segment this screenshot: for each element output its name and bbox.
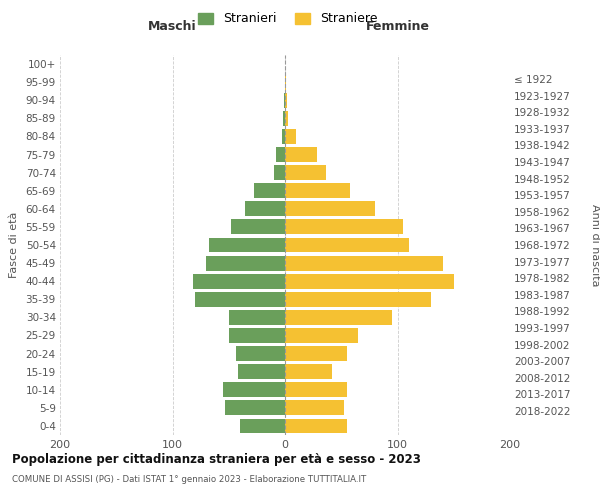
Bar [231, 220, 285, 234]
Bar [285, 382, 347, 397]
Bar [226, 400, 285, 415]
Bar [245, 202, 285, 216]
Bar [274, 165, 285, 180]
Y-axis label: Fasce di età: Fasce di età [8, 212, 19, 278]
Bar [285, 202, 375, 216]
Bar [193, 274, 285, 288]
Bar [285, 111, 289, 126]
Bar [209, 238, 285, 252]
Bar [285, 129, 296, 144]
Bar [254, 184, 285, 198]
Bar [285, 74, 286, 90]
Legend: Stranieri, Straniere: Stranieri, Straniere [194, 8, 382, 29]
Bar [285, 165, 325, 180]
Bar [285, 184, 350, 198]
Bar [285, 418, 347, 434]
Text: Popolazione per cittadinanza straniera per età e sesso - 2023: Popolazione per cittadinanza straniera p… [12, 452, 421, 466]
Bar [285, 328, 358, 343]
Bar [285, 238, 409, 252]
Bar [206, 256, 285, 270]
Bar [195, 292, 285, 306]
Y-axis label: Anni di nascita: Anni di nascita [590, 204, 600, 286]
Bar [240, 418, 285, 434]
Bar [281, 129, 285, 144]
Bar [285, 274, 454, 288]
Bar [238, 364, 285, 379]
Text: COMUNE DI ASSISI (PG) - Dati ISTAT 1° gennaio 2023 - Elaborazione TUTTITALIA.IT: COMUNE DI ASSISI (PG) - Dati ISTAT 1° ge… [12, 476, 366, 484]
Bar [285, 256, 443, 270]
Text: Femmine: Femmine [365, 20, 430, 34]
Bar [223, 382, 285, 397]
Text: Maschi: Maschi [148, 20, 197, 34]
Bar [284, 93, 285, 108]
Bar [235, 346, 285, 361]
Bar [285, 346, 347, 361]
Bar [285, 220, 403, 234]
Bar [283, 111, 285, 126]
Bar [285, 292, 431, 306]
Bar [285, 310, 392, 325]
Bar [229, 328, 285, 343]
Bar [276, 147, 285, 162]
Bar [285, 93, 287, 108]
Bar [285, 364, 332, 379]
Bar [229, 310, 285, 325]
Bar [285, 400, 343, 415]
Bar [285, 147, 317, 162]
